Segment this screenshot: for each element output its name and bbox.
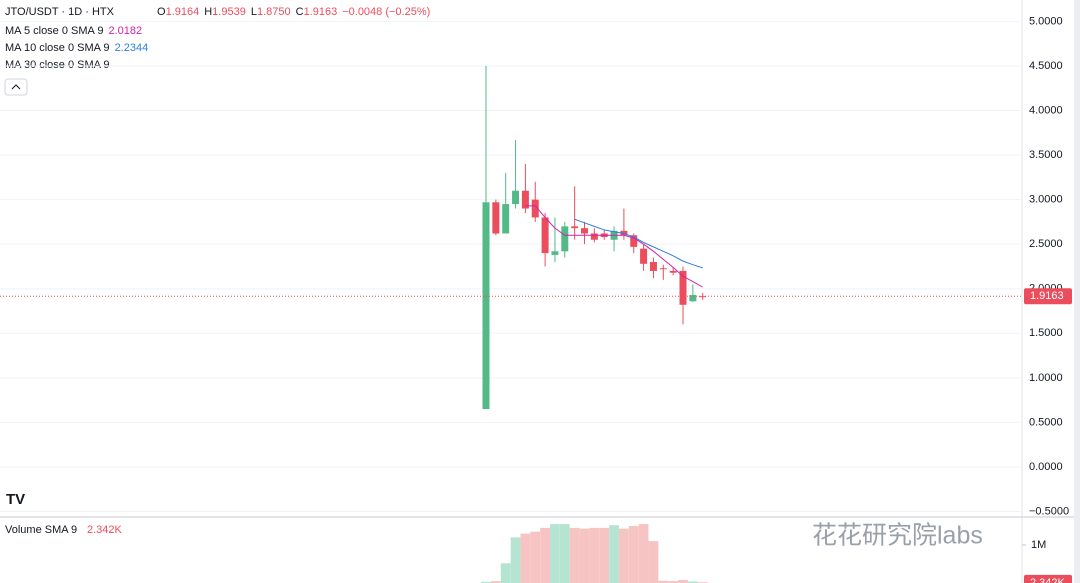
y-tick-label: −0.5000	[1029, 505, 1069, 517]
price-tag-label: 1.9163	[1030, 290, 1064, 302]
volume-bar	[569, 527, 580, 583]
ohlc-value: 1.8750	[257, 6, 291, 18]
candle-body	[531, 199, 539, 218]
candle-body	[561, 226, 569, 252]
y-tick-label: 3.5000	[1029, 149, 1063, 161]
volume-bar	[687, 581, 698, 583]
volume-bar	[550, 524, 560, 583]
candle-body	[649, 262, 657, 271]
ohlc-value: −0.0048 (−0.25%)	[342, 6, 430, 18]
ohlc-value: 1.9539	[212, 6, 246, 18]
y-tick-label: 5.0000	[1029, 15, 1063, 27]
volume-bar	[510, 537, 521, 583]
volume-legend-value: 2.342K	[87, 524, 123, 536]
volume-sma-tag	[1024, 574, 1072, 583]
volume-bar	[579, 528, 590, 583]
indicator-value: 2.2344	[115, 42, 149, 54]
price-tag	[1024, 288, 1072, 305]
ohlc-value: 1.9164	[166, 6, 200, 18]
candle-body	[630, 235, 638, 247]
volume-bar	[500, 563, 511, 583]
y-tick-label: 1.0000	[1029, 372, 1063, 384]
chart-title: JTO/USDT · 1D · HTX	[5, 6, 115, 18]
candle-body	[640, 248, 648, 264]
candle-body	[659, 268, 667, 270]
candle-body	[679, 270, 687, 305]
candle-body	[492, 202, 500, 234]
volume-tick-label: 1M	[1031, 539, 1046, 551]
volume-bar	[490, 581, 501, 583]
scrollbar	[1074, 0, 1080, 583]
candle-body	[512, 190, 520, 205]
volume-bar	[638, 524, 649, 583]
y-tick-label: 0.0000	[1029, 461, 1063, 473]
volume-bar	[540, 527, 550, 583]
candle-body	[551, 251, 559, 255]
indicator-name: MA 5 close 0 SMA 9	[5, 25, 103, 37]
y-tick-label: 4.0000	[1029, 104, 1063, 116]
volume-legend: Volume SMA 9	[5, 524, 77, 536]
candle-body	[521, 190, 529, 209]
ohlc-key: L	[251, 6, 257, 18]
ohlc-key: H	[204, 6, 212, 18]
indicator-name: MA 10 close 0 SMA 9	[5, 42, 110, 54]
y-tick-label: 1.5000	[1029, 327, 1063, 339]
indicator-value: 2.0182	[108, 25, 142, 37]
y-tick-label: 3.0000	[1029, 194, 1063, 206]
ohlc-value: 1.9163	[304, 6, 338, 18]
candle-body	[571, 226, 579, 229]
volume-sma-tag-label: 2.342K	[1030, 577, 1066, 583]
logo: TV	[6, 491, 25, 508]
candle-body	[590, 233, 598, 240]
candle-body	[541, 217, 549, 254]
volume-bar	[658, 580, 669, 583]
volume-bar	[619, 528, 629, 583]
candle-body	[502, 204, 510, 234]
volume-bar	[589, 527, 600, 583]
volume-bar	[678, 579, 688, 583]
candle-body	[689, 294, 697, 302]
volume-bar	[648, 541, 659, 583]
moving-average	[574, 218, 703, 269]
collapse-icon	[11, 84, 21, 90]
y-tick-label: 2.5000	[1029, 238, 1063, 250]
ohlc-key: O	[157, 6, 166, 18]
volume-bar	[668, 581, 679, 583]
candle-body	[669, 270, 677, 273]
indicator-name: MA 30 close 0 SMA 9	[5, 59, 110, 71]
candle-body	[482, 202, 490, 410]
collapse-button[interactable]	[4, 78, 28, 96]
watermark: 花花研究院labs	[812, 522, 983, 550]
y-tick-label: 4.5000	[1029, 60, 1063, 72]
y-tick-label: 0.5000	[1029, 416, 1063, 428]
volume-bar	[530, 531, 541, 583]
volume-bar	[481, 581, 491, 583]
ohlc-key: C	[296, 6, 304, 18]
volume-bar	[559, 524, 570, 583]
volume-bar	[609, 525, 619, 583]
moving-average	[525, 205, 703, 288]
volume-bar	[520, 533, 531, 583]
volume-bar	[628, 525, 639, 583]
volume-bar	[599, 527, 610, 583]
candle-body	[581, 228, 588, 234]
